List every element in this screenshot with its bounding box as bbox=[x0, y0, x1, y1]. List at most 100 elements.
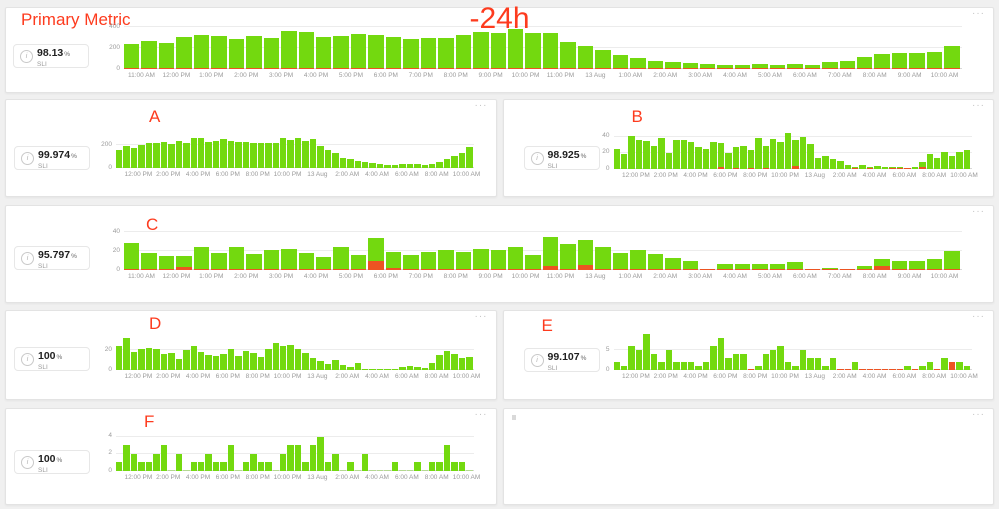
bar[interactable] bbox=[265, 142, 272, 168]
bar[interactable] bbox=[650, 354, 658, 370]
bar[interactable] bbox=[595, 247, 611, 270]
bar[interactable] bbox=[333, 247, 349, 270]
bar[interactable] bbox=[406, 470, 414, 471]
bar[interactable] bbox=[242, 462, 250, 471]
bar[interactable] bbox=[212, 462, 220, 471]
bar[interactable] bbox=[702, 148, 710, 169]
bar[interactable] bbox=[116, 346, 123, 370]
bar[interactable] bbox=[235, 142, 242, 168]
bar[interactable] bbox=[361, 369, 369, 370]
bar[interactable] bbox=[294, 349, 302, 370]
bar[interactable] bbox=[784, 132, 792, 169]
bar[interactable] bbox=[909, 260, 925, 270]
bar[interactable] bbox=[866, 368, 874, 370]
bar[interactable] bbox=[911, 166, 919, 169]
bar[interactable] bbox=[369, 162, 376, 168]
bar[interactable] bbox=[350, 254, 367, 270]
bar[interactable] bbox=[560, 41, 576, 69]
bar[interactable] bbox=[787, 64, 803, 69]
bar[interactable] bbox=[302, 140, 309, 168]
bar[interactable] bbox=[228, 247, 245, 270]
bar[interactable] bbox=[130, 352, 138, 370]
bar[interactable] bbox=[287, 139, 294, 168]
bar[interactable] bbox=[857, 266, 873, 270]
bar[interactable] bbox=[158, 255, 175, 270]
bar[interactable] bbox=[784, 362, 792, 370]
bar[interactable] bbox=[762, 146, 770, 169]
bar[interactable] bbox=[436, 462, 443, 471]
more-options-icon[interactable]: ··· bbox=[474, 409, 488, 420]
bar[interactable] bbox=[944, 45, 960, 69]
bar[interactable] bbox=[160, 445, 168, 471]
bar[interactable] bbox=[956, 152, 963, 169]
bar[interactable] bbox=[560, 244, 576, 270]
bar[interactable] bbox=[628, 346, 635, 370]
bar[interactable] bbox=[490, 32, 506, 69]
bar[interactable] bbox=[777, 346, 784, 370]
bar[interactable] bbox=[896, 167, 904, 169]
bar[interactable] bbox=[620, 366, 628, 370]
bar[interactable] bbox=[263, 37, 280, 69]
bar[interactable] bbox=[443, 445, 451, 471]
bar[interactable] bbox=[829, 158, 837, 169]
bar[interactable] bbox=[665, 152, 673, 169]
more-options-icon[interactable]: ··· bbox=[972, 409, 985, 420]
bar[interactable] bbox=[391, 165, 399, 168]
bar[interactable] bbox=[769, 65, 786, 69]
bar[interactable] bbox=[246, 36, 262, 69]
bar[interactable] bbox=[473, 249, 489, 270]
bar[interactable] bbox=[665, 350, 673, 370]
bar[interactable] bbox=[643, 334, 650, 370]
bar[interactable] bbox=[347, 367, 354, 370]
more-options-icon[interactable]: ··· bbox=[972, 100, 985, 111]
bar[interactable] bbox=[466, 357, 473, 370]
bar[interactable] bbox=[183, 142, 190, 168]
bar[interactable] bbox=[354, 363, 361, 370]
bar[interactable] bbox=[755, 366, 762, 370]
bar[interactable] bbox=[130, 453, 138, 471]
bar[interactable] bbox=[385, 36, 402, 69]
bar[interactable] bbox=[421, 165, 429, 168]
bar[interactable] bbox=[682, 260, 698, 270]
bar[interactable] bbox=[613, 362, 620, 370]
bar[interactable] bbox=[839, 60, 856, 69]
bar[interactable] bbox=[197, 352, 205, 370]
bar[interactable] bbox=[212, 141, 220, 168]
bar[interactable] bbox=[242, 141, 250, 168]
bar[interactable] bbox=[205, 453, 212, 471]
bar[interactable] bbox=[220, 462, 227, 471]
bar[interactable] bbox=[287, 345, 294, 370]
bar[interactable] bbox=[332, 360, 339, 370]
more-options-icon[interactable]: ··· bbox=[474, 311, 488, 322]
bar[interactable] bbox=[376, 163, 384, 168]
bar[interactable] bbox=[747, 368, 755, 370]
bar[interactable] bbox=[211, 36, 227, 69]
bar[interactable] bbox=[525, 254, 541, 270]
bar[interactable] bbox=[844, 368, 851, 370]
bar[interactable] bbox=[673, 139, 680, 169]
bar[interactable] bbox=[332, 453, 339, 471]
bar[interactable] bbox=[250, 353, 257, 370]
bar[interactable] bbox=[279, 138, 287, 168]
bar[interactable] bbox=[577, 46, 594, 69]
bar[interactable] bbox=[595, 50, 611, 69]
bar[interactable] bbox=[403, 38, 419, 69]
bar[interactable] bbox=[673, 362, 680, 370]
bar[interactable] bbox=[227, 349, 235, 370]
bar[interactable] bbox=[235, 470, 242, 471]
bar[interactable] bbox=[294, 138, 302, 168]
bar[interactable] bbox=[941, 358, 948, 370]
info-icon[interactable]: i bbox=[21, 251, 34, 265]
bar[interactable] bbox=[837, 368, 844, 370]
bar[interactable] bbox=[647, 253, 664, 270]
bar[interactable] bbox=[175, 140, 183, 168]
bar[interactable] bbox=[933, 157, 941, 169]
bar[interactable] bbox=[263, 250, 280, 270]
bar[interactable] bbox=[490, 250, 506, 270]
bar[interactable] bbox=[168, 144, 175, 168]
bar[interactable] bbox=[919, 161, 926, 169]
bar[interactable] bbox=[747, 149, 755, 169]
bar[interactable] bbox=[339, 470, 347, 471]
bar[interactable] bbox=[298, 252, 314, 270]
bar[interactable] bbox=[361, 453, 369, 471]
